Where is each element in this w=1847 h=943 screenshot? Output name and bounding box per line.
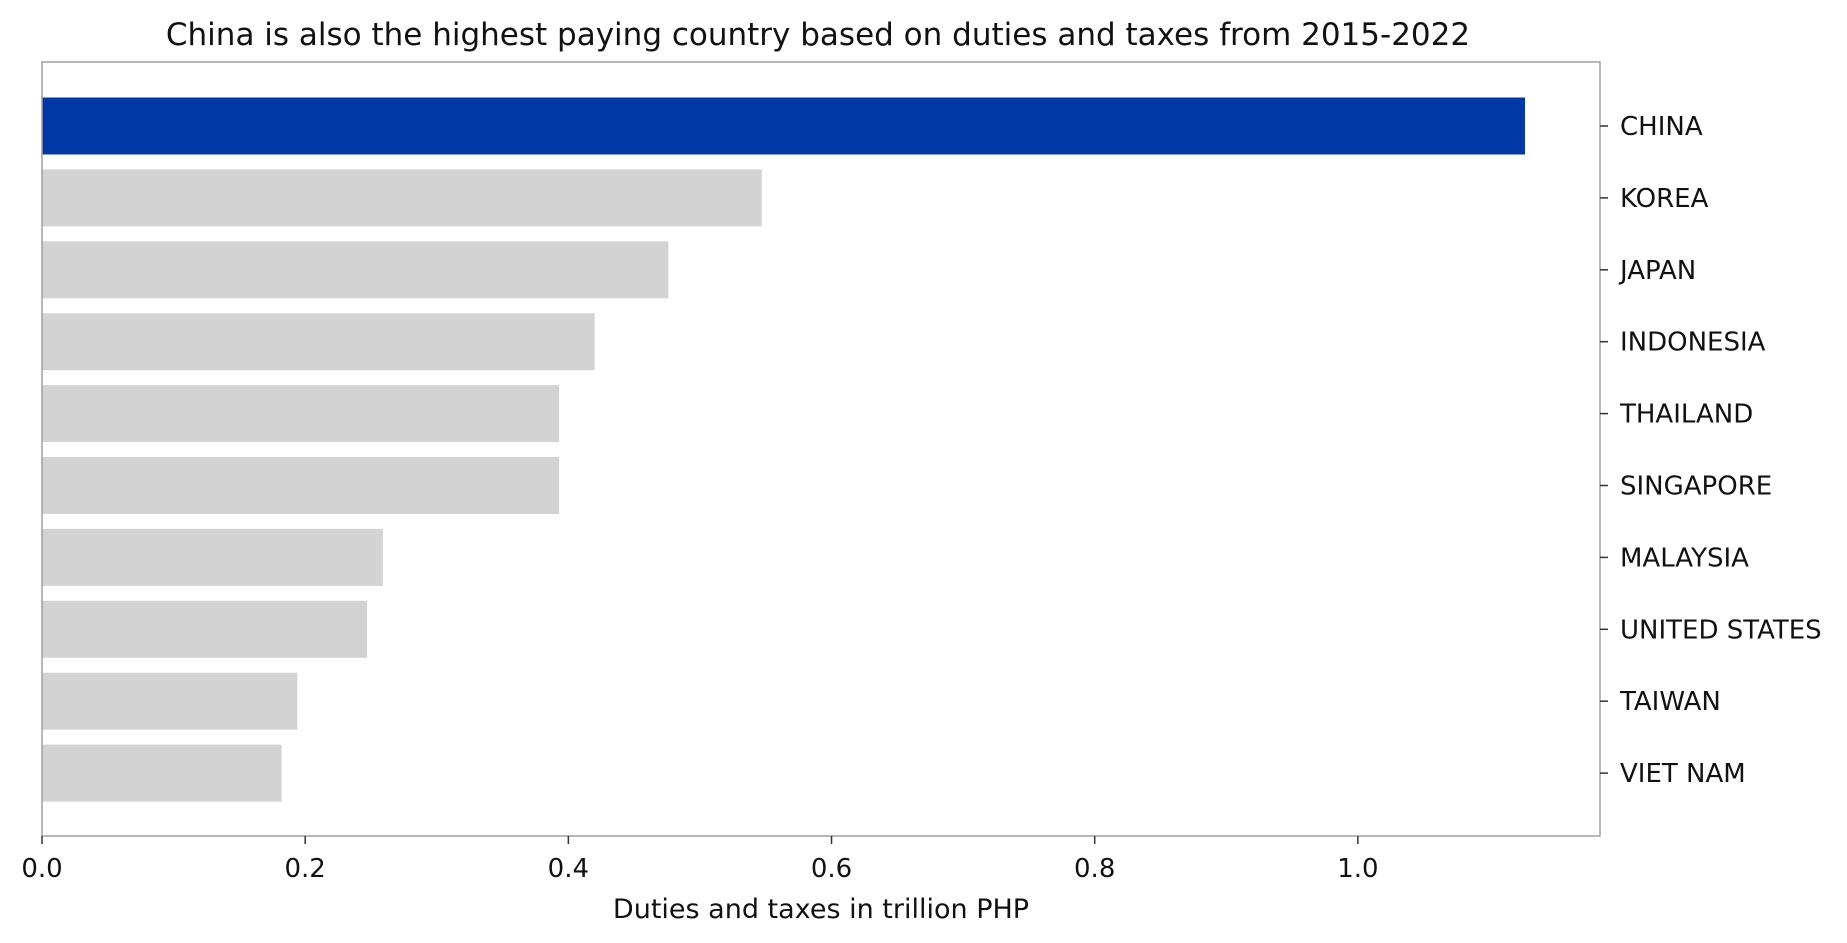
plot-frame (41, 61, 1601, 837)
bars-layer (42, 97, 1525, 802)
bar-taiwan (42, 672, 298, 730)
x-tick-label: 0.2 (284, 854, 325, 884)
y-tick-label: VIET NAM (1620, 759, 1746, 789)
y-axis: CHINA KOREA JAPAN INDONESIA THAILAND SINGAPOR… (1600, 112, 1822, 789)
y-tick-label: MALAYSIA (1620, 543, 1749, 573)
bar-malaysia (42, 528, 383, 586)
bar-japan (42, 241, 669, 299)
y-tick-label: UNITED STATES (1620, 615, 1822, 645)
x-tick-label: 0.6 (811, 854, 852, 884)
bar-united-states (42, 600, 368, 658)
y-tick-label: SINGAPORE (1620, 472, 1772, 502)
y-tick-label: CHINA (1620, 112, 1703, 142)
bar-china (42, 97, 1525, 155)
chart-title: China is also the highest paying country… (166, 17, 1470, 53)
bar-viet-nam (42, 744, 282, 802)
bar-korea (42, 169, 762, 227)
x-tick-label: 0.8 (1074, 854, 1115, 884)
y-tick-label: INDONESIA (1620, 328, 1766, 358)
bar-thailand (42, 385, 560, 443)
y-tick-label: TAIWAN (1619, 687, 1721, 717)
x-axis: 0.0 0.2 0.4 0.6 0.8 1.0 (21, 836, 1379, 884)
y-tick-label: THAILAND (1619, 400, 1753, 430)
x-axis-label: Duties and taxes in trillion PHP (613, 894, 1029, 925)
y-tick-label: KOREA (1620, 184, 1709, 214)
bar-indonesia (42, 313, 595, 371)
y-tick-label: JAPAN (1618, 256, 1696, 286)
x-tick-label: 0.0 (21, 854, 62, 884)
x-tick-label: 0.4 (548, 854, 589, 884)
bar-singapore (42, 457, 560, 514)
x-tick-label: 1.0 (1337, 854, 1378, 884)
